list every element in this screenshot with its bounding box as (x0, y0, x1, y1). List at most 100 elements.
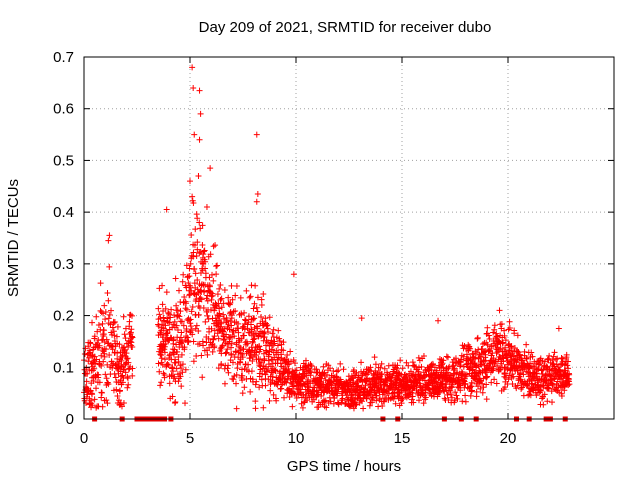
data-point (213, 271, 220, 278)
y-tick-label: 0.7 (53, 49, 74, 66)
data-point (451, 365, 458, 372)
data-point (520, 371, 527, 378)
data-point (109, 364, 116, 371)
data-point (181, 294, 188, 300)
data-point (501, 370, 508, 377)
data-point (278, 385, 285, 392)
plot-border (83, 56, 615, 420)
data-point (190, 338, 197, 345)
data-point (240, 346, 247, 353)
data-point (180, 322, 187, 329)
y-tick-label: 0 (66, 411, 74, 428)
data-point (161, 356, 168, 363)
data-point (545, 385, 552, 392)
data-point (98, 389, 105, 396)
chart-title: Day 209 of 2021, SRMTID for receiver dub… (199, 19, 492, 36)
data-point (544, 398, 551, 405)
data-point (210, 243, 217, 250)
data-point (198, 296, 205, 303)
grid-lines (84, 57, 614, 419)
data-point (214, 262, 221, 269)
data-point (362, 370, 369, 377)
data-point (175, 378, 182, 385)
data-point (155, 360, 162, 367)
data-point (101, 353, 108, 360)
data-point (227, 309, 234, 316)
data-point (225, 300, 232, 307)
data-point (276, 376, 283, 383)
data-point (296, 389, 303, 396)
data-point (525, 365, 532, 372)
data-point (84, 370, 91, 377)
data-point (187, 260, 194, 267)
data-point (258, 296, 265, 303)
data-point (265, 329, 272, 336)
data-point (484, 341, 491, 348)
data-point (468, 357, 474, 364)
data-point (359, 398, 366, 405)
data-point (176, 287, 183, 294)
data-point (193, 322, 200, 329)
data-point (237, 359, 244, 366)
data-point (237, 294, 244, 301)
data-point (498, 320, 505, 327)
data-point (254, 294, 261, 301)
plot-frame (83, 56, 615, 420)
data-point-outlier (189, 193, 196, 200)
data-point (96, 361, 103, 368)
data-point (173, 322, 180, 329)
data-point (202, 265, 209, 272)
data-point (504, 381, 511, 388)
data-point (192, 226, 199, 233)
data-point (256, 384, 263, 391)
data-point (194, 239, 201, 246)
data-point (163, 330, 170, 337)
data-point (114, 350, 121, 357)
data-point (241, 384, 248, 391)
data-point (247, 388, 254, 395)
data-point (210, 336, 217, 343)
data-point (198, 352, 205, 359)
data-point (175, 353, 182, 360)
data-point (128, 326, 135, 333)
data-point (210, 277, 217, 284)
data-point (353, 401, 360, 408)
data-point (179, 278, 186, 285)
data-point (472, 361, 479, 368)
data-point (496, 338, 503, 345)
data-point (172, 359, 179, 366)
data-point (371, 354, 378, 361)
data-point (106, 263, 113, 270)
data-point (179, 361, 186, 368)
data-point (515, 349, 522, 356)
data-point (109, 324, 116, 331)
data-point (290, 357, 297, 364)
data-point (237, 350, 244, 357)
data-point (170, 349, 177, 356)
data-point (96, 342, 103, 349)
data-point-outlier (187, 178, 193, 185)
data-point (235, 329, 242, 336)
data-point (337, 360, 344, 367)
data-point (103, 375, 110, 382)
data-point (176, 370, 183, 377)
data-point (514, 382, 521, 389)
data-point (245, 361, 252, 368)
data-point (477, 385, 484, 392)
data-point (230, 376, 237, 383)
data-point (443, 381, 450, 388)
data-point (228, 344, 235, 351)
data-point (348, 392, 355, 399)
data-point (378, 360, 385, 367)
data-point (193, 353, 200, 360)
data-point (87, 340, 94, 347)
data-point (360, 394, 367, 401)
data-point (174, 348, 181, 355)
data-point (491, 376, 498, 383)
data-point (195, 328, 202, 335)
data-point (468, 388, 475, 395)
data-point (527, 360, 534, 367)
data-point (178, 365, 185, 372)
data-point (185, 338, 192, 345)
data-point (196, 219, 203, 226)
